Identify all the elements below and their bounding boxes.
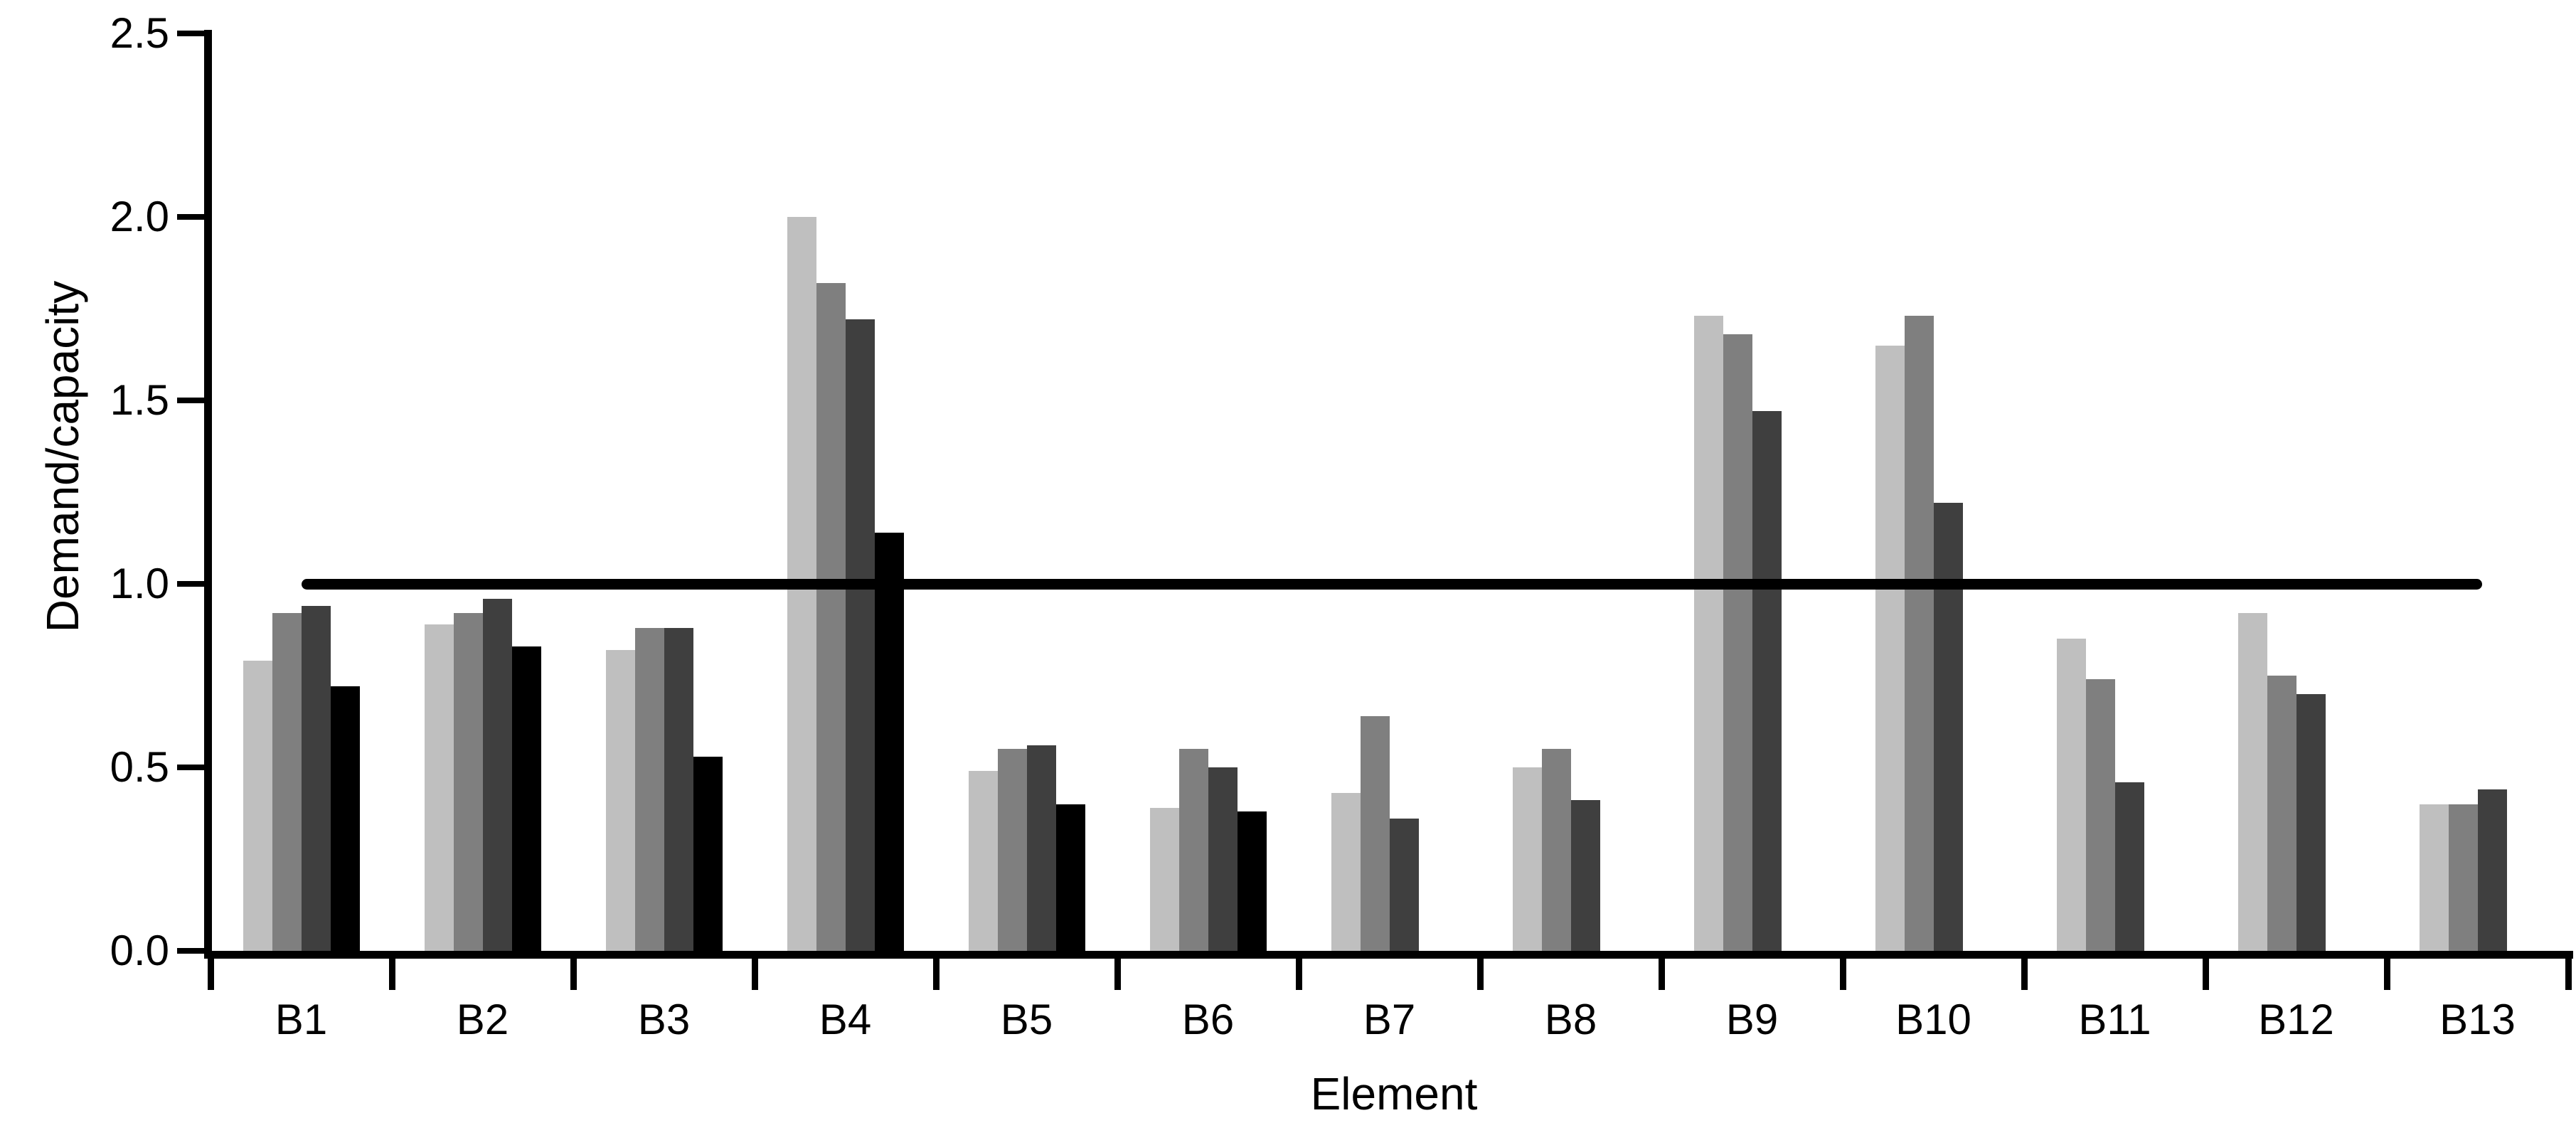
x-tick-mark — [2384, 951, 2390, 990]
bar — [693, 756, 723, 951]
x-category-label: B12 — [2258, 996, 2334, 1043]
bar — [1331, 793, 1361, 951]
bar — [664, 627, 693, 951]
bar — [634, 627, 664, 951]
x-tick-mark — [1840, 951, 1846, 990]
bar — [816, 282, 846, 951]
bar — [874, 532, 904, 951]
bar — [482, 598, 512, 951]
bar — [2237, 613, 2267, 951]
bar — [1933, 503, 1963, 951]
bar — [2056, 639, 2086, 951]
bar — [1570, 800, 1600, 951]
x-category-label: B2 — [456, 996, 509, 1043]
x-category-label: B8 — [1544, 996, 1597, 1043]
y-tick-mark — [177, 581, 205, 587]
bar — [1723, 334, 1752, 951]
x-tick-mark — [2565, 951, 2572, 990]
bar — [330, 686, 360, 951]
x-category-label: B7 — [1363, 996, 1416, 1043]
x-category-label: B3 — [637, 996, 691, 1043]
y-tick-label: 0.5 — [110, 743, 169, 791]
x-tick-mark — [389, 951, 395, 990]
bar — [424, 624, 454, 951]
y-tick-mark — [177, 948, 205, 954]
y-tick-label: 0.0 — [110, 927, 169, 974]
y-tick-mark — [177, 765, 205, 770]
y-tick-label: 2.0 — [110, 193, 169, 240]
bar — [1026, 745, 1056, 951]
bar — [453, 613, 483, 951]
y-axis-line — [204, 30, 212, 951]
bar — [1208, 767, 1238, 951]
x-tick-mark — [1114, 951, 1121, 990]
bar — [243, 661, 272, 951]
y-tick-label: 2.5 — [110, 9, 169, 57]
bar — [1752, 411, 1782, 951]
x-tick-mark — [2021, 951, 2028, 990]
x-category-label: B10 — [1895, 996, 1971, 1043]
x-category-label: B11 — [2078, 996, 2151, 1043]
bar — [1512, 767, 1542, 951]
bar — [1360, 715, 1390, 951]
bar — [301, 605, 331, 951]
bar — [511, 646, 541, 951]
bar — [2296, 693, 2326, 951]
bar — [1389, 819, 1419, 951]
x-tick-mark — [570, 951, 577, 990]
y-tick-label: 1.0 — [110, 560, 169, 607]
x-axis-title: Element — [1310, 1068, 1478, 1119]
bar — [1693, 316, 1723, 951]
bar — [272, 613, 302, 951]
y-tick-mark — [177, 31, 205, 36]
bar — [2085, 679, 2115, 951]
x-category-label: B6 — [1181, 996, 1235, 1043]
bar — [2477, 789, 2507, 951]
x-axis-line — [204, 951, 2573, 959]
x-tick-mark — [752, 951, 758, 990]
bar — [1237, 811, 1267, 951]
x-category-label: B9 — [1725, 996, 1779, 1043]
y-axis-title: Demand/capacity — [37, 280, 88, 633]
bar — [1875, 345, 1905, 951]
x-category-label: B1 — [275, 996, 328, 1043]
x-tick-mark — [2203, 951, 2209, 990]
bar — [605, 649, 635, 951]
bar — [1149, 807, 1179, 951]
bar — [2114, 782, 2144, 951]
y-tick-label: 1.5 — [110, 376, 169, 424]
x-tick-mark — [1296, 951, 1302, 990]
x-category-label: B4 — [819, 996, 872, 1043]
bar — [1055, 804, 1085, 951]
y-tick-mark — [177, 398, 205, 403]
bar — [1178, 749, 1208, 951]
bar — [968, 771, 998, 951]
bar — [2448, 804, 2478, 951]
bar — [1904, 316, 1934, 951]
bar — [1541, 749, 1571, 951]
x-tick-mark — [1659, 951, 1665, 990]
x-category-label: B5 — [1000, 996, 1053, 1043]
bar — [845, 319, 875, 951]
reference-line — [302, 579, 2482, 590]
y-tick-mark — [177, 214, 205, 220]
bar — [997, 749, 1027, 951]
bar — [2419, 804, 2449, 951]
bar — [2267, 676, 2296, 951]
x-category-label: B13 — [2439, 996, 2516, 1043]
x-tick-mark — [933, 951, 940, 990]
x-tick-mark — [208, 951, 214, 990]
x-tick-mark — [1477, 951, 1484, 990]
